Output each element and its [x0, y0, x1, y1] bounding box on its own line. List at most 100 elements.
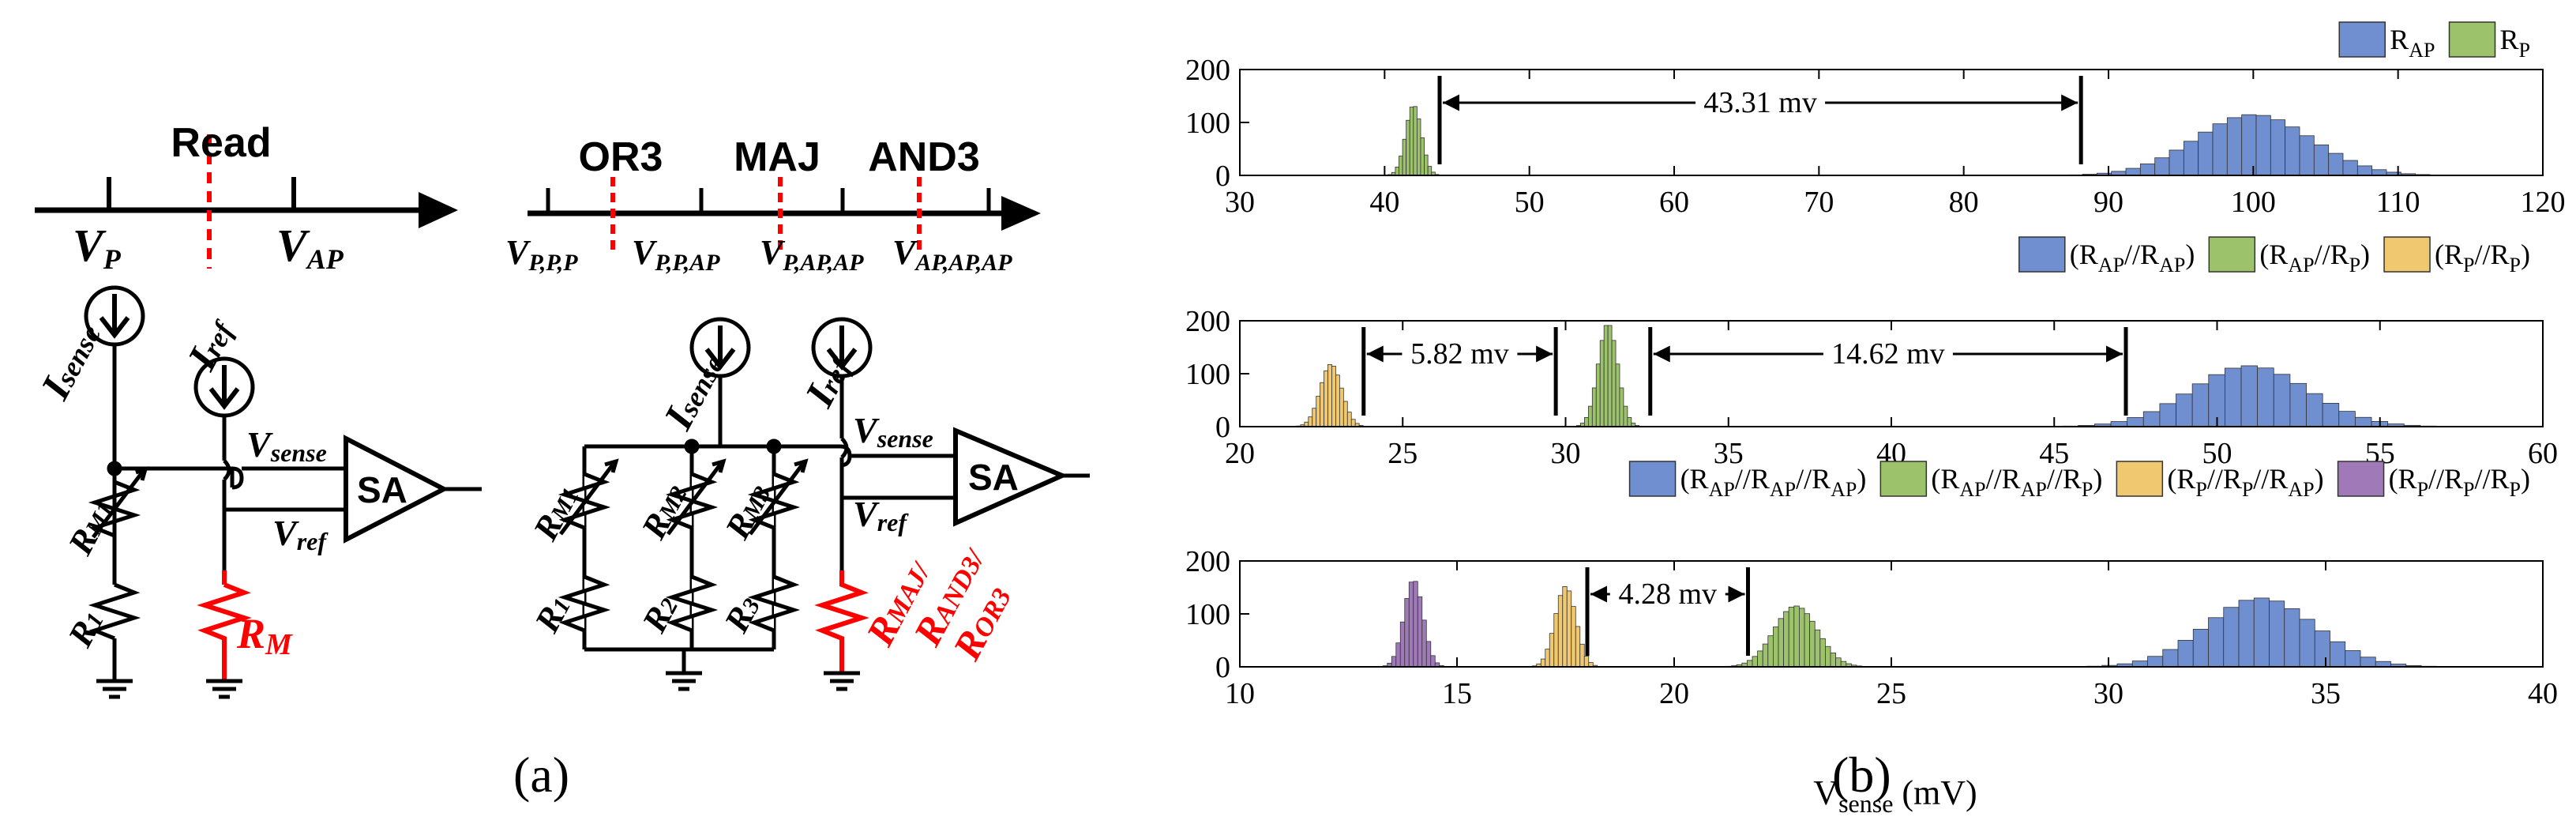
- x-tick-label: 120: [2521, 186, 2566, 219]
- legend-label: (RP//RP): [2435, 239, 2530, 277]
- histogram-bar: [1809, 620, 1816, 668]
- resistor-icon: [88, 582, 141, 641]
- label-rm: RM: [236, 610, 293, 661]
- series-RAP//RP: [1576, 325, 1640, 427]
- histogram-bar: [1540, 658, 1546, 668]
- y-tick-label: 0: [1215, 651, 1230, 684]
- histogram-bar: [1409, 107, 1414, 176]
- op-maj: MAJ: [734, 134, 820, 180]
- histogram-3: 10 15 20 25 30 35 40 0 100 200 4.28 mv (RAP//RAP//R…: [1185, 461, 2558, 710]
- legend-label: (RP//RP//RAP): [2167, 463, 2323, 501]
- sense-amp-icon: [953, 427, 1068, 527]
- histogram-bar: [1342, 401, 1348, 427]
- annotation-label: 14.62 mv: [1831, 337, 1945, 371]
- series-RAP//RAP//RP: [1725, 605, 1862, 668]
- x-tick-label: 110: [2376, 186, 2420, 219]
- series-RP//RP: [1296, 364, 1364, 427]
- read-title: Read: [171, 120, 271, 166]
- y-tick-label: 100: [1185, 107, 1230, 140]
- histogram-bar: [2125, 167, 2141, 176]
- histogram-bar: [1335, 374, 1340, 427]
- ground-icon: [666, 671, 702, 691]
- histogram-bar: [1404, 598, 1410, 668]
- label-vsense: Vsense: [853, 410, 933, 453]
- label-sa: SA: [357, 469, 407, 510]
- histogram-bar: [1566, 590, 1572, 668]
- panel-label-b: (b): [1832, 747, 1891, 803]
- x-tick-label: 30: [2093, 677, 2124, 710]
- histogram-bar: [1587, 405, 1593, 427]
- y-tick-label: 200: [1185, 545, 1230, 578]
- histogram-bar: [2240, 365, 2259, 427]
- histogram-bar: [1752, 656, 1758, 668]
- histogram-bar: [1417, 119, 1421, 176]
- legend: RAP RP: [2338, 21, 2530, 62]
- histogram-bar: [2224, 367, 2242, 427]
- annotation-label: 5.82 mv: [1410, 337, 1509, 371]
- label-vsense: Vsense: [246, 424, 327, 467]
- histogram-bar: [2154, 157, 2170, 176]
- sense-amp-icon: [344, 435, 449, 544]
- histogram-bar: [1350, 419, 1356, 427]
- series-RP//RP//RP: [1382, 581, 1444, 668]
- histogram-bar: [2212, 123, 2228, 176]
- histogram-bar: [1413, 106, 1418, 176]
- x-tick-label: 80: [1949, 186, 1979, 219]
- histogram-bar: [1788, 607, 1795, 668]
- histogram-bar: [1591, 387, 1597, 427]
- label-isense: Isense: [32, 315, 110, 407]
- annotation-label: 43.31 mv: [1703, 86, 1817, 119]
- legend-swatch: [2018, 236, 2066, 273]
- histogram-bar: [2314, 630, 2330, 668]
- x-tick-label: 25: [1876, 677, 1906, 710]
- histogram-bar: [1420, 137, 1425, 176]
- histogram-bar: [1595, 363, 1601, 427]
- histogram-bar: [2139, 164, 2156, 176]
- histogram-bar: [2371, 169, 2387, 176]
- histogram-bar: [1391, 656, 1397, 668]
- resistor-icon: [558, 574, 611, 633]
- x-tick-label: 60: [2528, 437, 2558, 470]
- histogram-bar: [1783, 611, 1789, 668]
- histogram-bar: [1395, 167, 1399, 176]
- x-tick-label: 70: [1804, 186, 1834, 219]
- histogram-bar: [2289, 382, 2307, 427]
- histogram-bar: [2342, 160, 2358, 176]
- histogram-bar: [2192, 629, 2209, 668]
- histogram-bar: [2356, 165, 2373, 176]
- legend-swatch: [2383, 236, 2431, 273]
- histogram-bar: [2360, 657, 2376, 668]
- legend-swatch: [2337, 461, 2385, 497]
- y-tick-label: 200: [1185, 54, 1230, 87]
- legend-label: (RAP//RAP//RAP): [1680, 463, 1867, 501]
- legend-label: (RAP//RAP): [2070, 239, 2195, 277]
- histogram-bar: [1619, 387, 1624, 427]
- histogram-bar: [1615, 363, 1620, 427]
- label-vapapap: VAP,AP,AP: [892, 233, 1012, 276]
- legend-swatch: [2338, 21, 2386, 58]
- label-vref: Vref: [853, 494, 909, 536]
- histogram-bar: [2354, 416, 2372, 427]
- histogram-bar: [1308, 416, 1313, 427]
- resistor-icon: [747, 574, 801, 633]
- label-ror3: ROR3: [944, 578, 1020, 668]
- histogram-bar: [1603, 325, 1609, 427]
- histogram-bar: [2255, 115, 2271, 176]
- ground-icon: [824, 671, 860, 691]
- op-and3: AND3: [868, 134, 980, 180]
- ground-icon: [96, 679, 133, 699]
- x-tick-label: 60: [1659, 186, 1689, 219]
- x-tick-label: 50: [2202, 437, 2232, 470]
- label-vppp: VP,P,P: [505, 233, 578, 276]
- legend-label: (RP//RP//RP): [2389, 463, 2530, 501]
- histogram-bar: [1571, 606, 1576, 668]
- histogram-bar: [2273, 374, 2291, 427]
- histogram-bar: [1623, 405, 1628, 427]
- histogram-bar: [1413, 581, 1418, 668]
- histogram-bar: [2284, 608, 2300, 668]
- histogram-bar: [1549, 633, 1555, 668]
- histogram-bar: [2183, 141, 2199, 176]
- histogram-bar: [1599, 340, 1605, 427]
- resistor-rm-icon: [197, 570, 252, 679]
- histogram-bar: [2238, 600, 2255, 668]
